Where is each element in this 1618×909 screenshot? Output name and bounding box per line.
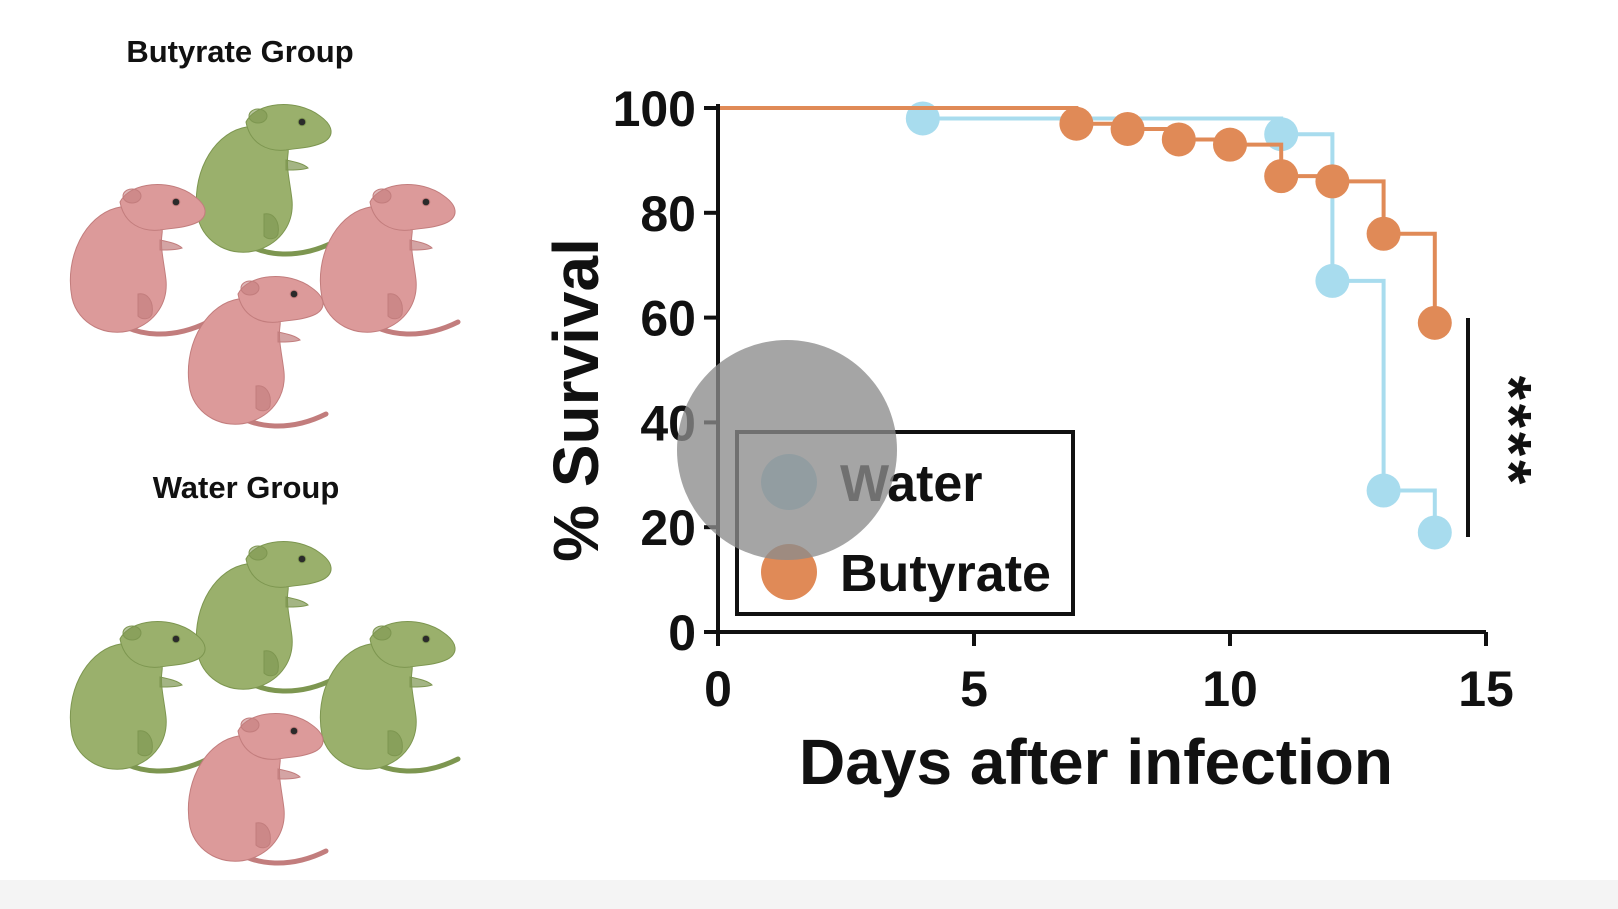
x-tick-label: 10 (1202, 661, 1258, 717)
legend-butyrate-label: Butyrate (840, 545, 1051, 603)
water-point (1315, 263, 1350, 298)
butyrate-pup-pink-3 (320, 185, 458, 335)
water-group-panel: Water Group (70, 470, 458, 863)
figure-canvas: Butyrate Group Water Group 0204060801000… (0, 34, 1543, 880)
cursor-highlight (677, 340, 897, 560)
butyrate-pups (70, 105, 458, 427)
butyrate-pup-pink-4 (188, 277, 326, 427)
butyrate-group-panel: Butyrate Group (70, 34, 458, 426)
y-tick-label: 80 (640, 186, 696, 242)
butyrate-point (1366, 216, 1401, 251)
x-tick-label: 0 (704, 661, 732, 717)
significance-label: **** (1474, 376, 1543, 489)
water-pup-pink-4 (188, 714, 326, 864)
x-tick-label: 5 (960, 661, 988, 717)
water-pup-green-3 (320, 622, 458, 772)
butyrate-pup-green-1 (196, 105, 334, 255)
butyrate-group-title: Butyrate Group (126, 34, 353, 69)
water-group-title: Water Group (153, 470, 340, 505)
butyrate-point (1417, 305, 1452, 340)
butyrate-point (1264, 159, 1299, 194)
y-tick-label: 100 (613, 81, 696, 137)
water-point (1417, 515, 1452, 550)
bottom-strip (0, 880, 1618, 909)
y-tick-label: 20 (640, 500, 696, 556)
water-pup-green-2 (70, 622, 208, 772)
butyrate-point (1059, 106, 1094, 141)
butyrate-point (1110, 111, 1145, 146)
y-tick-label: 60 (640, 291, 696, 347)
y-tick-label: 0 (668, 605, 696, 661)
butyrate-point (1213, 127, 1247, 162)
water-pup-green-1 (196, 542, 334, 692)
butyrate-pup-pink-2 (70, 185, 208, 335)
cursor-highlight-circle (677, 340, 897, 560)
x-axis-label: Days after infection (799, 726, 1393, 798)
water-pups (70, 542, 458, 864)
significance-annotation: **** (1466, 318, 1543, 537)
x-tick-label: 15 (1458, 661, 1514, 717)
butyrate-point (1161, 122, 1196, 157)
series-layer (718, 101, 1452, 550)
y-axis-label: % Survival (540, 238, 612, 562)
butyrate-point (1315, 164, 1350, 199)
water-point (1366, 473, 1401, 508)
